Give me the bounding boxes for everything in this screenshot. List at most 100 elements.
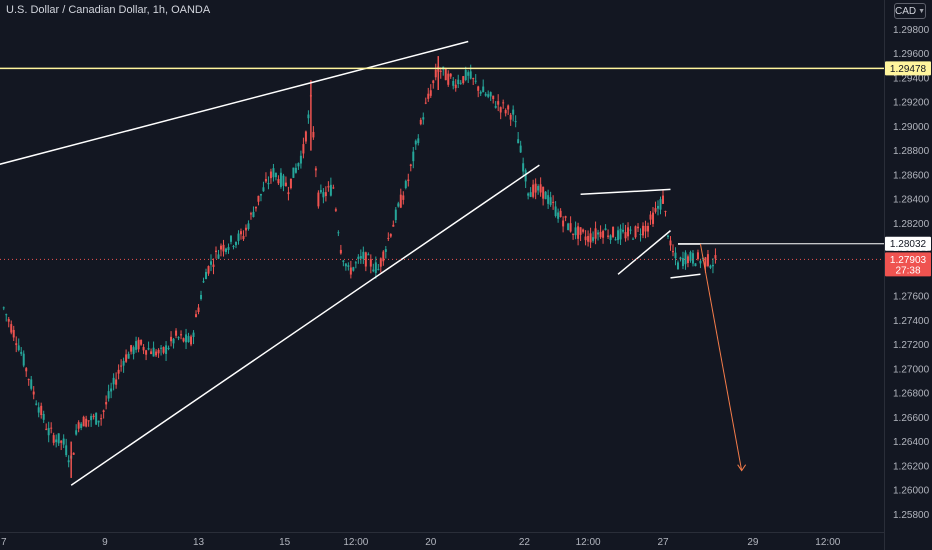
candle-body: [389, 234, 392, 237]
candle-body: [619, 228, 622, 240]
candle-body: [282, 175, 285, 186]
candle-body: [210, 261, 213, 265]
trend-line: [70, 164, 540, 486]
candle-body: [100, 418, 103, 420]
y-tick-label: 1.29200: [893, 98, 930, 109]
candle-body: [140, 339, 143, 345]
candle-body: [387, 237, 390, 239]
candle-body: [357, 256, 360, 260]
candle-body: [607, 235, 610, 237]
candle-body: [269, 171, 272, 179]
candle-body: [152, 347, 155, 357]
currency-selector[interactable]: CAD ▼: [894, 3, 926, 19]
support-price-tag-bg: [885, 236, 931, 251]
y-tick-label: 1.29400: [893, 73, 930, 84]
candle-body: [52, 435, 55, 443]
candle-body: [57, 433, 60, 444]
candle-body: [222, 244, 225, 252]
candle-body: [234, 242, 237, 246]
candle-body: [662, 195, 664, 204]
candle-body: [299, 155, 302, 164]
candle-body: [529, 192, 532, 197]
candle-body: [699, 260, 702, 264]
candle-body: [239, 231, 242, 235]
candle-body: [45, 428, 48, 430]
candle-body: [597, 232, 600, 235]
candle-body: [479, 91, 482, 94]
candle-body: [622, 229, 625, 232]
candle-body: [292, 167, 295, 178]
candle-body: [407, 179, 410, 181]
candle-body: [639, 234, 642, 236]
candle-body: [147, 348, 150, 350]
candle-body: [524, 170, 527, 182]
candle-body: [362, 251, 365, 259]
candle-body: [382, 251, 385, 262]
candle-body: [334, 209, 337, 211]
candle-body: [419, 119, 422, 125]
candle-body: [669, 240, 672, 246]
candle-body: [187, 336, 190, 343]
candle-body: [377, 268, 380, 270]
x-tick-label: 12:00: [343, 537, 368, 548]
y-tick-label: 1.29600: [893, 49, 930, 60]
candle-body: [105, 402, 108, 405]
candle-body: [137, 339, 140, 350]
candle-body: [347, 265, 350, 267]
candle-body: [654, 208, 657, 212]
y-tick-label: 1.28400: [893, 195, 930, 206]
candle-body: [165, 345, 168, 354]
x-tick-label: 15: [279, 537, 291, 548]
candle-body: [180, 334, 183, 336]
candle-body: [372, 269, 375, 272]
candle-body: [534, 183, 537, 193]
candle-body: [514, 121, 517, 123]
candle-body: [704, 257, 707, 267]
candle-body: [609, 235, 612, 241]
candle-body: [422, 117, 425, 120]
y-tick-label: 1.26400: [893, 437, 930, 448]
candle-body: [297, 163, 300, 167]
candle-body: [584, 236, 587, 241]
candle-body: [594, 228, 597, 239]
candle-body: [80, 423, 83, 428]
candle-body: [572, 233, 575, 235]
candle-body: [696, 252, 699, 260]
candle-body: [217, 254, 220, 259]
candle-body: [314, 168, 317, 171]
candle-body: [504, 110, 507, 114]
x-tick-label: 12:00: [576, 537, 601, 548]
candle-body: [352, 267, 355, 271]
y-tick-label: 1.27600: [893, 292, 930, 303]
candle-body: [75, 430, 78, 435]
candle-body: [2, 307, 5, 309]
currency-label: CAD: [894, 5, 917, 17]
candle-body: [259, 193, 262, 196]
candle-body: [90, 416, 93, 421]
candle-body: [671, 251, 674, 253]
candle-body: [554, 206, 557, 216]
candle-body: [577, 226, 580, 239]
candle-body: [10, 324, 13, 333]
x-tick-label: 13: [193, 537, 205, 548]
candle-body: [92, 415, 95, 417]
candle-body: [185, 334, 188, 343]
candle-body: [135, 341, 138, 350]
candle-body: [487, 94, 490, 97]
y-tick-label: 1.26200: [893, 461, 930, 472]
candle-body: [399, 194, 402, 208]
y-tick-label: 1.28800: [893, 146, 930, 157]
candle-body: [220, 245, 222, 250]
candle-body: [317, 192, 320, 207]
candle-body: [602, 230, 605, 238]
candle-body: [614, 239, 617, 241]
candle-body: [167, 347, 170, 350]
candle-body: [502, 102, 505, 104]
trend-line: [670, 273, 701, 279]
resistance-price-tag-bg: [885, 61, 931, 76]
x-tick-label: 22: [519, 537, 531, 548]
candle-body: [457, 79, 460, 85]
trend-line: [580, 188, 671, 196]
y-tick-label: 1.29800: [893, 25, 930, 36]
